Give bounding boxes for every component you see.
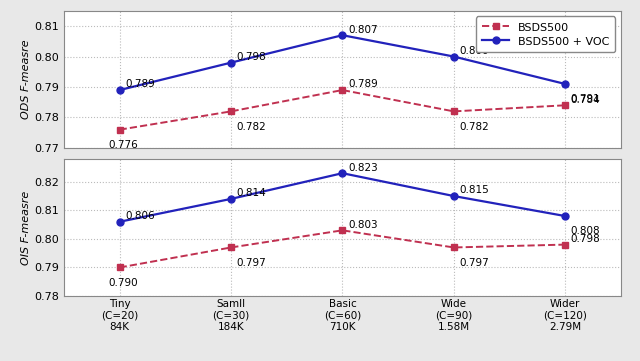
Text: 0.782: 0.782 [460,122,489,132]
Text: 0.823: 0.823 [348,163,378,173]
Text: 0.791: 0.791 [571,94,600,104]
Text: 0.806: 0.806 [125,211,155,221]
Y-axis label: OIS F-measre: OIS F-measre [22,190,31,265]
Text: 0.782: 0.782 [237,122,266,132]
Text: 0.797: 0.797 [460,258,489,268]
Legend: BSDS500, BSDS500 + VOC: BSDS500, BSDS500 + VOC [476,16,615,52]
Text: 0.776: 0.776 [109,140,138,150]
Text: 0.808: 0.808 [571,226,600,236]
Text: 0.784: 0.784 [571,95,600,105]
Text: 0.803: 0.803 [348,220,378,230]
Text: 0.807: 0.807 [348,25,378,35]
Text: 0.797: 0.797 [237,258,266,268]
Text: 0.815: 0.815 [460,186,489,196]
Text: 0.798: 0.798 [571,234,600,244]
Text: 0.814: 0.814 [237,188,266,198]
Text: 0.790: 0.790 [109,278,138,288]
Y-axis label: ODS F-measre: ODS F-measre [22,40,31,119]
Text: 0.800: 0.800 [460,46,489,56]
Text: 0.789: 0.789 [125,79,155,90]
Text: 0.798: 0.798 [237,52,266,62]
Text: 0.789: 0.789 [348,79,378,90]
